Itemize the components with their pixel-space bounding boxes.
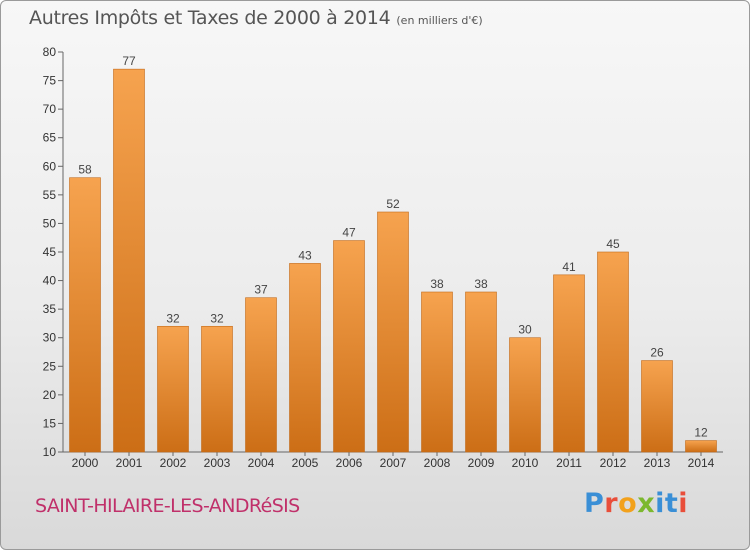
y-tick-label: 35 — [43, 302, 57, 316]
bars — [69, 68, 717, 453]
bar-2014[interactable] — [685, 440, 717, 453]
x-tick-label-2007: 2007 — [380, 456, 407, 470]
data-label-2002: 32 — [166, 311, 180, 325]
x-tick-label-2009: 2009 — [468, 456, 495, 470]
data-label-2000: 58 — [78, 163, 92, 177]
x-tick-label-2004: 2004 — [248, 456, 275, 470]
y-tick-label: 60 — [43, 159, 57, 173]
bar-2006[interactable] — [333, 240, 365, 453]
bar-2001[interactable] — [113, 68, 145, 453]
bar-2011[interactable] — [553, 274, 585, 453]
data-label-2010: 30 — [518, 323, 532, 337]
y-tick-label: 50 — [43, 216, 57, 230]
x-tick-label-2002: 2002 — [160, 456, 187, 470]
data-label-2006: 47 — [342, 226, 356, 240]
y-tick-label: 70 — [43, 102, 57, 116]
data-label-2001: 77 — [122, 54, 136, 68]
y-tick-label: 10 — [43, 445, 57, 459]
data-label-2007: 52 — [386, 197, 400, 211]
x-tick-label-2006: 2006 — [336, 456, 363, 470]
title-text: Autres Impôts et Taxes de 2000 à 2014 — [29, 7, 391, 29]
data-label-2008: 38 — [430, 277, 444, 291]
chart-title: Autres Impôts et Taxes de 2000 à 2014 (en… — [29, 7, 483, 29]
x-tick-label-2003: 2003 — [204, 456, 231, 470]
y-tick-label: 80 — [43, 45, 57, 59]
bar-2004[interactable] — [245, 297, 277, 453]
y-tick-label: 15 — [43, 416, 57, 430]
bar-2000[interactable] — [69, 177, 101, 453]
bar-2008[interactable] — [421, 291, 453, 453]
data-label-2009: 38 — [474, 277, 488, 291]
bar-2005[interactable] — [289, 263, 321, 453]
y-tick-label: 20 — [43, 388, 57, 402]
proxiti-logo[interactable]: Proxiti — [584, 488, 689, 519]
data-labels: 58 77 32 32 37 43 47 52 38 38 30 41 45 26 12 — [78, 54, 708, 439]
y-tick-label: 75 — [43, 74, 57, 88]
x-tick-label-2012: 2012 — [600, 456, 627, 470]
bar-2007[interactable] — [377, 211, 409, 453]
bar-2002[interactable] — [157, 325, 189, 453]
bar-2003[interactable] — [201, 325, 233, 453]
x-tick-label-2001: 2001 — [116, 456, 143, 470]
x-tick-label-2011: 2011 — [556, 456, 582, 470]
y-tick-label: 40 — [43, 274, 57, 288]
x-tick-label-2005: 2005 — [292, 456, 319, 470]
data-label-2014: 12 — [694, 426, 708, 440]
y-tick-label: 55 — [43, 188, 57, 202]
bar-2013[interactable] — [641, 360, 673, 453]
y-tick-label: 30 — [43, 331, 57, 345]
y-tick-label: 65 — [43, 131, 57, 145]
data-label-2005: 43 — [298, 248, 312, 262]
data-label-2013: 26 — [650, 346, 664, 360]
bar-2009[interactable] — [465, 291, 497, 453]
y-tick-label: 45 — [43, 245, 57, 259]
x-tick-label-2010: 2010 — [512, 456, 539, 470]
title-unit: (en milliers d'€) — [396, 14, 483, 27]
y-tick-label: 25 — [43, 359, 57, 373]
bar-2012[interactable] — [597, 251, 629, 453]
x-tick-label-2000: 2000 — [72, 456, 99, 470]
data-label-2003: 32 — [210, 311, 224, 325]
x-tick-label-2014: 2014 — [688, 456, 715, 470]
bar-2010[interactable] — [509, 337, 541, 453]
x-tick-label-2013: 2013 — [644, 456, 671, 470]
data-label-2012: 45 — [606, 237, 620, 251]
x-tick-label-2008: 2008 — [424, 456, 451, 470]
data-label-2004: 37 — [254, 283, 268, 297]
data-label-2011: 41 — [562, 260, 576, 274]
commune-name: SAINT-HILAIRE-LES-ANDRéSIS — [35, 495, 300, 517]
